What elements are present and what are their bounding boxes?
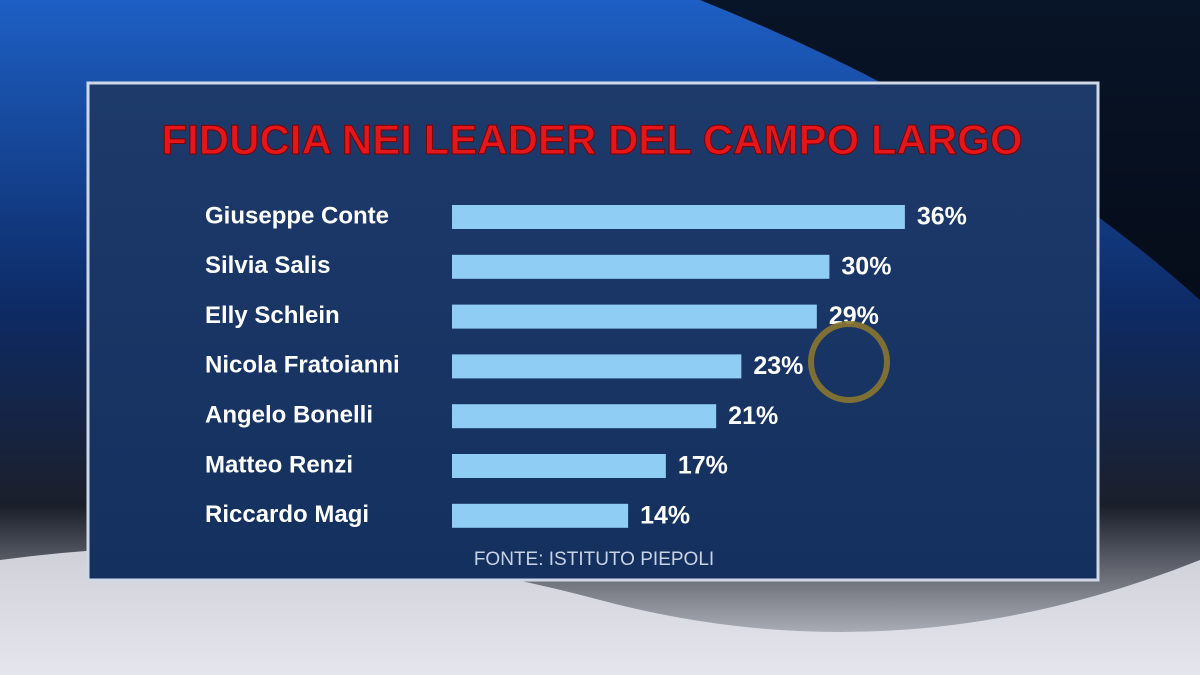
bar: [452, 354, 742, 379]
category-label: Silvia Salis: [205, 252, 330, 279]
value-label: 17%: [678, 452, 728, 480]
value-label: 30%: [841, 252, 891, 280]
category-label: Matteo Renzi: [205, 451, 353, 478]
category-label: Elly Schlein: [205, 302, 340, 329]
source-note: FONTE: ISTITUTO PIEPOLI: [474, 549, 714, 570]
bar: [452, 205, 905, 229]
value-label: 14%: [640, 501, 690, 529]
category-label: Giuseppe Conte: [205, 202, 389, 229]
value-label: 36%: [917, 203, 967, 231]
value-label: 23%: [753, 352, 803, 380]
category-label: Riccardo Magi: [205, 501, 369, 528]
brush-stroke: [700, 0, 1200, 300]
bar: [452, 254, 830, 279]
bar: [452, 304, 817, 329]
chart-title: FIDUCIA NEI LEADER DEL CAMPO LARGO: [161, 116, 1022, 163]
category-label: Nicola Fratoianni: [205, 352, 400, 379]
value-label: 21%: [728, 402, 778, 430]
panel: [86, 81, 1100, 582]
loading-spinner: [808, 321, 890, 403]
bar: [452, 454, 666, 478]
bar: [452, 404, 717, 429]
category-label: Angelo Bonelli: [205, 402, 373, 429]
bar: [452, 503, 629, 528]
